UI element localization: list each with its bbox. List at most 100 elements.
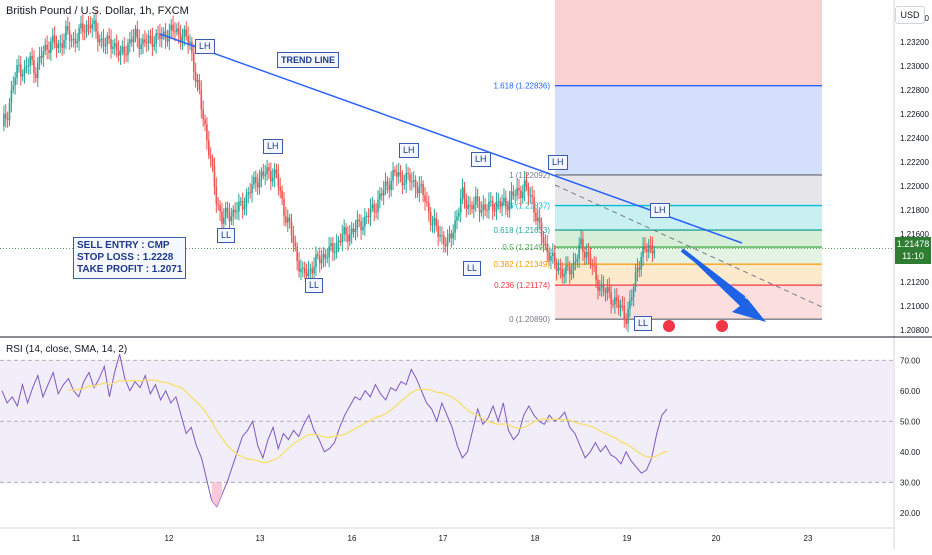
fib-level-label: 1.618 (1.22836)	[494, 82, 551, 91]
candle-body	[529, 195, 532, 197]
candle-body	[506, 205, 509, 211]
candle-body	[100, 38, 103, 40]
candle-body	[33, 59, 35, 74]
candle-body	[288, 217, 291, 222]
candle-body	[576, 258, 579, 262]
candle-body	[627, 308, 629, 324]
candle-body	[476, 196, 479, 201]
price-tick-label: 1.21200	[900, 278, 929, 287]
candle-body	[132, 36, 135, 43]
rsi-title: RSI (14, close, SMA, 14, 2)	[6, 344, 128, 355]
candle-body	[467, 204, 470, 209]
candle-body	[491, 200, 494, 211]
candle-body	[271, 177, 274, 182]
candle-body	[221, 211, 223, 224]
candle-body	[411, 181, 413, 183]
swing-label-lh: LH	[471, 152, 491, 167]
candle-body	[232, 209, 235, 217]
time-tick-label: 20	[712, 534, 721, 543]
candle-body	[364, 216, 366, 227]
candle-body	[653, 250, 656, 254]
candle-body	[187, 36, 189, 45]
candle-body	[78, 28, 80, 42]
candle-body	[382, 190, 385, 196]
time-tick-label: 16	[348, 534, 357, 543]
candle-body	[555, 262, 558, 271]
candle-body	[196, 79, 199, 82]
rsi-tick-label: 30.00	[900, 478, 921, 487]
candle-body	[134, 29, 137, 37]
candle-body	[646, 248, 648, 252]
candle-body	[168, 30, 171, 42]
candle-body	[57, 44, 60, 48]
currency-button[interactable]: USD	[895, 6, 925, 24]
candle-body	[251, 184, 253, 194]
candle-body	[484, 204, 486, 210]
candle-body	[538, 217, 541, 224]
current-price-value: 1.21478	[896, 239, 930, 249]
candle-body	[614, 297, 616, 305]
candle-body	[559, 267, 562, 270]
candle-body	[631, 296, 633, 301]
candle-body	[478, 200, 481, 213]
candle-body	[424, 195, 426, 202]
candle-body	[452, 232, 454, 239]
price-tick-label: 1.21800	[900, 206, 929, 215]
candle-body	[192, 52, 195, 72]
candle-body	[358, 219, 360, 222]
candle-body	[40, 55, 43, 58]
candle-body	[527, 186, 530, 196]
candle-body	[629, 300, 631, 309]
candle-body	[305, 272, 308, 277]
candle-body	[610, 291, 612, 305]
candle-body	[44, 44, 47, 52]
candle-body	[409, 174, 411, 183]
candle-body	[493, 210, 496, 212]
trend-line-label: TREND LINE	[277, 52, 339, 68]
candle-body	[290, 221, 293, 236]
rsi-oversold-fill	[211, 482, 222, 507]
candle-body	[10, 89, 13, 103]
candle-body	[615, 297, 618, 301]
candle-body	[63, 39, 65, 48]
candle-body	[161, 34, 163, 40]
candle-body	[255, 176, 257, 183]
candle-body	[35, 73, 37, 78]
candle-body	[448, 233, 451, 239]
candle-body	[330, 243, 332, 247]
candle-body	[459, 198, 462, 213]
candle-body	[172, 24, 174, 32]
candle-body	[574, 261, 577, 263]
price-tick-label: 1.21600	[900, 230, 929, 239]
candle-body	[208, 140, 210, 156]
candle-body	[317, 254, 319, 256]
candle-body	[253, 176, 255, 185]
candle-body	[206, 124, 208, 141]
candle-body	[634, 272, 637, 288]
candle-body	[149, 35, 152, 38]
candle-body	[568, 266, 571, 275]
candle-body	[31, 55, 33, 60]
fib-zone-green	[555, 230, 822, 248]
price-tick-label: 1.21000	[900, 302, 929, 311]
candle-body	[443, 235, 445, 245]
candle-body	[503, 197, 505, 203]
candle-body	[578, 244, 580, 259]
candle-body	[159, 33, 161, 40]
candle-body	[247, 192, 250, 196]
rsi-tick-label: 20.00	[900, 509, 921, 518]
candle-body	[446, 238, 449, 247]
candle-body	[155, 33, 157, 45]
candle-body	[473, 204, 475, 210]
candle-body	[76, 41, 78, 44]
fib-zone-blue	[555, 85, 822, 175]
candle-body	[510, 191, 513, 200]
candle-body	[183, 29, 186, 37]
candle-body	[339, 240, 342, 243]
candle-body	[115, 43, 118, 50]
swing-label-lh: LH	[263, 139, 283, 154]
rsi-tick-label: 70.00	[900, 356, 921, 365]
candle-body	[200, 89, 203, 110]
candle-body	[514, 195, 517, 197]
